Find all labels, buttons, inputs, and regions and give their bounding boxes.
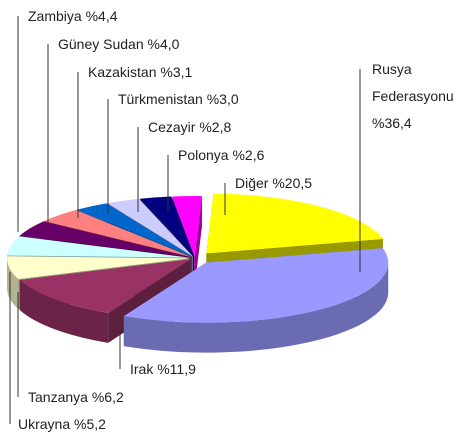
category-name: Rusya Federasyonu bbox=[372, 61, 454, 104]
slice-label: Ukrayna %5,2 bbox=[18, 411, 106, 438]
slice-side bbox=[123, 262, 389, 353]
slice-label: Irak %11,9 bbox=[130, 356, 196, 383]
value-label: %3,0 bbox=[206, 91, 239, 107]
value-label: %36,4 bbox=[372, 115, 412, 131]
slice-label: Güney Sudan %4,0 bbox=[58, 31, 179, 58]
value-label: %3,1 bbox=[160, 64, 193, 80]
slice-label: Polonya %2,6 bbox=[178, 142, 264, 169]
slice bbox=[44, 210, 191, 257]
category-name: Diğer bbox=[235, 175, 269, 191]
slice-label: Rusya Federasyonu %36,4 bbox=[372, 56, 462, 137]
value-label: %2,6 bbox=[232, 147, 265, 163]
slice bbox=[123, 248, 389, 323]
value-label: %4,0 bbox=[147, 36, 180, 52]
category-name: Polonya bbox=[178, 147, 229, 163]
slice-label: Zambiya %4,4 bbox=[28, 3, 118, 30]
value-label: %20,5 bbox=[272, 175, 313, 191]
value-label: %2,8 bbox=[199, 119, 232, 135]
category-name: Tanzanya bbox=[28, 389, 88, 405]
value-label: %11,9 bbox=[157, 361, 196, 377]
value-label: %6,2 bbox=[91, 389, 124, 405]
slice-label: Tanzanya %6,2 bbox=[28, 384, 124, 411]
slice bbox=[206, 193, 383, 254]
category-name: Zambiya bbox=[28, 8, 82, 24]
category-name: Türkmenistan bbox=[118, 91, 203, 107]
category-name: Güney Sudan bbox=[58, 36, 144, 52]
slice-label: Kazakistan %3,1 bbox=[88, 59, 192, 86]
slice bbox=[7, 256, 190, 280]
slice bbox=[19, 259, 191, 313]
slice bbox=[76, 203, 192, 257]
slice-label: Türkmenistan %3,0 bbox=[118, 86, 239, 113]
slice bbox=[7, 236, 190, 258]
category-name: Irak bbox=[130, 361, 154, 377]
slice-label: Diğer %20,5 bbox=[235, 170, 312, 197]
slice bbox=[140, 196, 194, 257]
category-name: Ukrayna bbox=[18, 416, 71, 432]
value-label: %4,4 bbox=[85, 8, 118, 24]
slice-side bbox=[19, 280, 109, 343]
slice bbox=[107, 198, 193, 257]
slice-wall bbox=[194, 196, 202, 287]
slice bbox=[172, 196, 202, 257]
category-name: Kazakistan bbox=[88, 64, 157, 80]
slice bbox=[19, 221, 190, 258]
category-name: Cezayir bbox=[148, 119, 196, 135]
value-label: %5,2 bbox=[74, 416, 106, 432]
slice-label: Cezayir %2,8 bbox=[148, 114, 231, 141]
